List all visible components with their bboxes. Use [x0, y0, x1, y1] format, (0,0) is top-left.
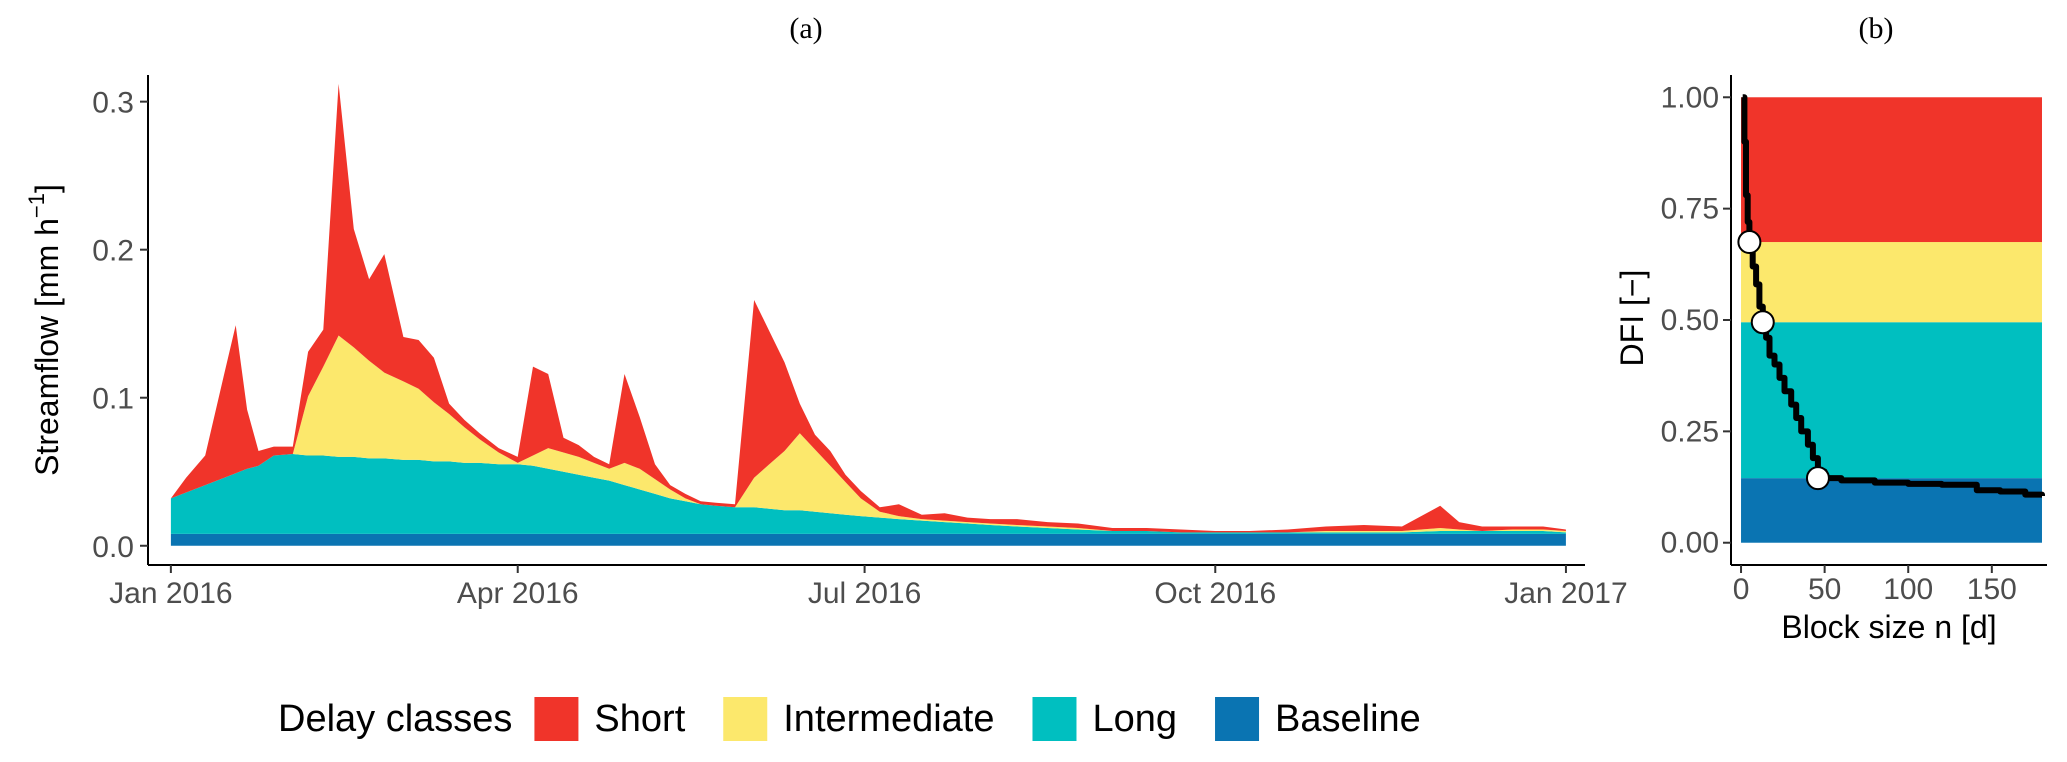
x-tick-label: Jan 2016 [109, 577, 232, 610]
legend-swatch-baseline [1215, 697, 1260, 741]
panel-b-axes: 0.00 0.25 0.50 0.75 1.00 0 50 100 150 [1661, 75, 2047, 606]
y-tick-label: 0.3 [92, 87, 134, 120]
y-axis-title-dfi: DFI [−] [1614, 270, 1650, 367]
y-axis-title-main: Streamflow [mm h [29, 218, 65, 476]
x-tick-label: Apr 2016 [457, 577, 579, 610]
area-long [170, 454, 1566, 534]
x-tick-label: Jul 2016 [808, 577, 921, 610]
band-short [1741, 97, 2042, 243]
legend-swatch-short [534, 697, 579, 741]
threshold-marker [1805, 466, 1830, 491]
legend-label-short: Short [594, 698, 685, 740]
panel-b-dfi-chart: 0.00 0.25 0.50 0.75 1.00 0 50 100 150 Block size… [1614, 75, 2047, 645]
x-tick-label: Oct 2016 [1154, 577, 1276, 610]
legend: Delay classes Short Intermediate Long Basel… [278, 697, 1421, 741]
area-baseline [170, 533, 1566, 546]
delay-class-bands [1741, 97, 2042, 543]
x-axis-title-block-size: Block size n [d] [1781, 609, 1996, 645]
x-tick-label: Jan 2017 [1504, 577, 1627, 610]
b-y-tick-label: 0.25 [1661, 415, 1719, 448]
b-x-tick-label: 0 [1733, 573, 1750, 606]
b-x-tick-label: 150 [1967, 573, 2017, 606]
b-x-tick-label: 50 [1808, 573, 1841, 606]
panel-a-streamflow-chart: 0.0 0.1 0.2 0.3 Jan 2016 Apr 2016 Jul 2016 Oct … [24, 75, 1628, 610]
y-axis-title-superscript: −1 [24, 193, 49, 218]
threshold-markers [1737, 230, 1830, 491]
legend-title: Delay classes [278, 698, 512, 740]
y-tick-label: 0.1 [92, 383, 134, 416]
area-intermediate [170, 335, 1566, 533]
panel-a-axes: 0.0 0.1 0.2 0.3 Jan 2016 Apr 2016 Jul 2016 Oct … [92, 75, 1628, 610]
panel-b-label: (b) [1859, 12, 1894, 45]
legend-label-intermediate: Intermediate [783, 698, 994, 740]
panel-a-label: (a) [789, 12, 822, 45]
legend-label-baseline: Baseline [1275, 698, 1421, 740]
dfi-line [1741, 94, 2045, 498]
band-intermediate [1741, 242, 2042, 323]
legend-label-long: Long [1092, 698, 1177, 740]
b-y-tick-label: 0.75 [1661, 193, 1719, 226]
area-layers [170, 83, 1566, 546]
band-long [1741, 322, 2042, 479]
legend-swatch-long [1032, 697, 1077, 741]
y-axis-title: Streamflow [mm h−1] [24, 184, 65, 476]
y-tick-label: 0.2 [92, 235, 134, 268]
y-tick-label: 0.0 [92, 531, 134, 564]
b-x-tick-label: 100 [1883, 573, 1933, 606]
b-y-tick-label: 0.00 [1661, 527, 1719, 560]
legend-swatch-intermediate [723, 697, 768, 741]
threshold-marker [1737, 230, 1762, 255]
threshold-marker [1750, 310, 1775, 335]
b-y-tick-label: 1.00 [1661, 81, 1719, 114]
dfi-curve [1741, 94, 2045, 498]
y-axis-title-end: ] [29, 184, 65, 193]
b-y-tick-label: 0.50 [1661, 304, 1719, 337]
